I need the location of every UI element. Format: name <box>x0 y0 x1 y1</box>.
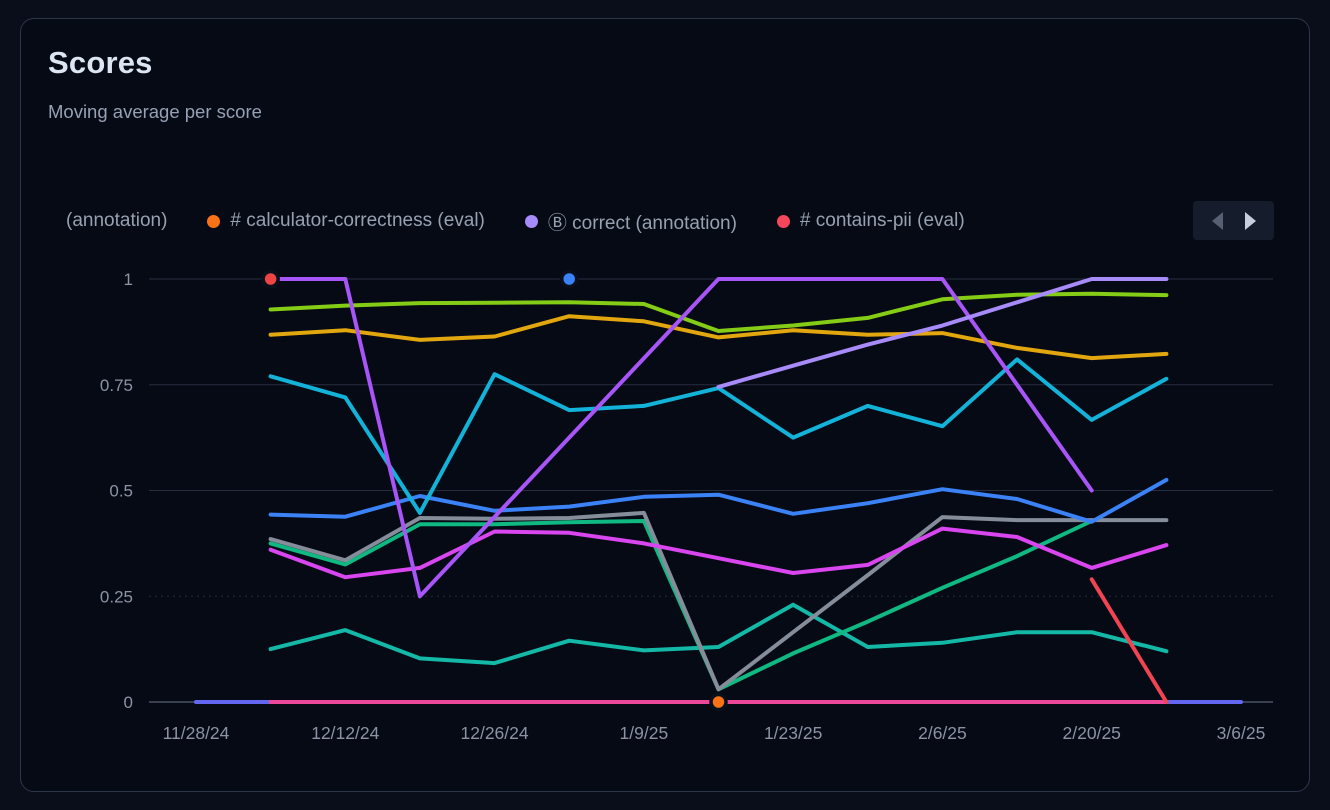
legend-prev-icon[interactable] <box>1211 211 1223 230</box>
x-tick-label: 11/28/24 <box>163 723 230 743</box>
x-tick-label: 12/26/24 <box>461 723 529 743</box>
series-red[interactable] <box>1089 577 1169 704</box>
series-magenta[interactable] <box>268 526 1169 580</box>
legend-next-icon[interactable] <box>1244 211 1256 230</box>
legend-label: Ⓑ correct (annotation) <box>547 212 737 234</box>
marker-orange-point[interactable] <box>709 692 728 712</box>
marker-red-point[interactable] <box>261 269 280 289</box>
legend-item-3[interactable]: # contains-pii (eval) <box>776 210 965 232</box>
legend-label: # contains-pii (eval) <box>799 210 965 231</box>
legend-label: # calculator-correctness (eval) <box>230 210 485 231</box>
scores-line-chart[interactable]: 0 0.25 0.5 0.75 1 11/28/24 12/12/24 12/26/24 1/9… <box>21 19 1311 793</box>
legend-item-1[interactable]: # calculator-correctness (eval) <box>207 210 485 232</box>
series-cyan[interactable] <box>268 357 1169 515</box>
series-blue[interactable] <box>268 477 1169 524</box>
series-purple-a[interactable] <box>268 277 1094 599</box>
scores-card: Scores Moving average per score (annotat… <box>20 18 1310 792</box>
chart-subtitle: Moving average per score <box>48 101 262 122</box>
legend-item-0[interactable]: (annotation) <box>66 210 167 232</box>
y-tick-label: 1 <box>124 270 133 289</box>
page-title: Scores <box>48 45 153 80</box>
legend-item-2[interactable]: Ⓑ correct (annotation) <box>524 208 737 235</box>
x-tick-label: 2/6/25 <box>918 723 967 743</box>
y-tick-label: 0.25 <box>100 587 133 606</box>
y-tick-label: 0.5 <box>109 482 133 501</box>
legend: (annotation) # calculator-correctness (ev… <box>66 205 1186 237</box>
series-gray[interactable] <box>268 510 1169 692</box>
legend-dot <box>207 214 221 228</box>
x-tick-label: 1/23/25 <box>764 723 822 743</box>
x-tick-label: 12/12/24 <box>311 723 379 743</box>
legend-dot <box>524 214 538 228</box>
legend-dot <box>776 214 790 228</box>
x-tick-label: 3/6/25 <box>1217 723 1266 743</box>
legend-pager <box>1193 201 1274 240</box>
x-tick-label: 1/9/25 <box>620 723 669 743</box>
x-tick-label: 2/20/25 <box>1063 723 1121 743</box>
y-tick-label: 0.75 <box>100 376 133 395</box>
marker-blue-point[interactable] <box>559 269 579 289</box>
series-teal-low[interactable] <box>268 602 1169 666</box>
legend-label: (annotation) <box>66 210 168 231</box>
y-tick-label: 0 <box>124 693 133 712</box>
series-violet-b[interactable] <box>716 277 1169 389</box>
series-lime[interactable] <box>268 291 1169 333</box>
series-amber[interactable] <box>268 314 1169 361</box>
